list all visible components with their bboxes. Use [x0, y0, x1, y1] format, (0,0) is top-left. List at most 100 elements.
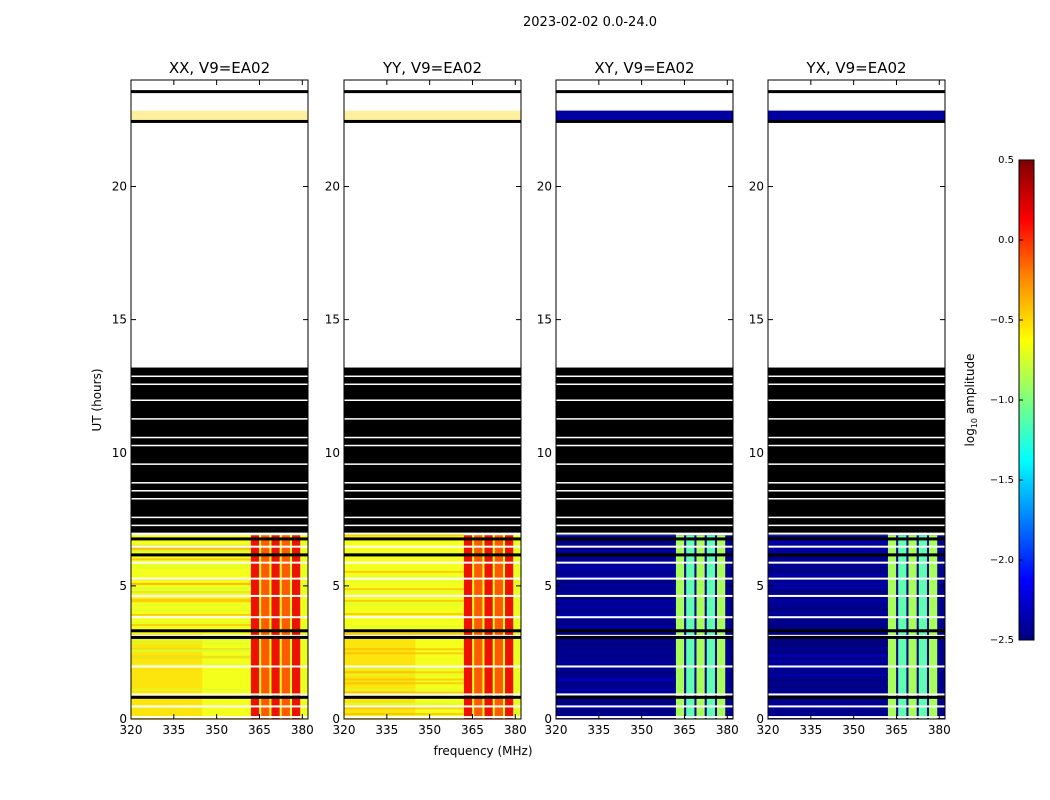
flagged-gap [344, 399, 521, 401]
texture-row [344, 713, 464, 716]
top-data-band [344, 110, 521, 123]
texture-row [344, 707, 464, 710]
texture-row [344, 590, 464, 593]
rfi-stripe [474, 535, 483, 719]
flagged-gap [131, 482, 308, 484]
flagged-gap [768, 375, 945, 378]
flagged-gap [768, 498, 945, 500]
gap-row [556, 634, 733, 637]
rfi-stripe [887, 535, 897, 719]
texture-row [344, 599, 464, 602]
texture-row [131, 558, 251, 561]
texture-row [131, 598, 251, 601]
y-tick-label: 5 [332, 579, 340, 593]
x-tick-label: 335 [587, 723, 610, 737]
y-tick-label: 15 [325, 313, 340, 327]
texture-row [131, 622, 251, 625]
x-tick-label: 320 [545, 723, 568, 737]
x-tick-label: 335 [162, 723, 185, 737]
colorbar-tick-label: −1.0 [990, 395, 1014, 406]
flagged-gap [131, 444, 308, 447]
flagged-row [556, 553, 733, 557]
flagged-gap [344, 444, 521, 447]
gap-row [556, 545, 733, 548]
flagged-gap [131, 490, 308, 492]
flagged-gap [344, 524, 521, 527]
x-tick-label: 350 [842, 723, 865, 737]
rfi-stripe [675, 535, 685, 719]
texture-row [131, 566, 251, 569]
texture-row [556, 578, 676, 581]
gap-row [131, 616, 308, 619]
texture-row [556, 593, 676, 596]
flagged-gap [344, 516, 521, 519]
flagged-gap [344, 418, 521, 420]
texture-row [768, 678, 888, 681]
flagged-row [556, 635, 733, 639]
top-data-band [556, 110, 733, 123]
top-flagged-row [131, 119, 308, 123]
texture-row [131, 550, 251, 553]
gap-row [131, 716, 308, 719]
texture-row [556, 679, 676, 682]
gap-row [768, 716, 945, 719]
flagged-row [131, 553, 308, 557]
gap-row [768, 545, 945, 548]
flagged-gap [131, 463, 308, 465]
texture-row [131, 642, 251, 645]
x-tick-label: 350 [418, 723, 441, 737]
flagged-row [131, 537, 308, 541]
flagged-row [344, 695, 521, 699]
colorbar-tick-label: 0.0 [998, 235, 1014, 246]
colorbar-tick-label: −0.5 [990, 315, 1014, 326]
gap-row [768, 665, 945, 668]
gap-row [344, 693, 521, 696]
rfi-stripe [463, 535, 473, 719]
gap-row [768, 594, 945, 597]
figure-title: 2023-02-02 0.0-24.0 [523, 15, 657, 30]
y-tick-label: 0 [119, 712, 127, 726]
flagged-gap [768, 482, 945, 484]
y-tick-label: 20 [325, 180, 340, 194]
gap-row [131, 705, 308, 708]
texture-row [556, 672, 676, 675]
texture-row [131, 604, 251, 607]
x-tick-label: 365 [248, 723, 271, 737]
texture-row [556, 623, 676, 626]
panel-4: YX, V9=EA02 320 335 350 365 380 0 5 10 15 20 [749, 59, 951, 737]
flagged-row [131, 629, 308, 633]
x-tick-label: 320 [120, 723, 143, 737]
texture-row [768, 600, 888, 603]
texture-row [768, 654, 888, 657]
flagged-block [344, 367, 521, 533]
texture-row [556, 681, 676, 684]
texture-row [556, 663, 676, 666]
flagged-gap [131, 436, 308, 439]
texture-row [768, 660, 888, 663]
texture-row [556, 605, 676, 608]
flagged-gap [768, 444, 945, 447]
gap-row [131, 545, 308, 548]
x-tick-label: 320 [757, 723, 780, 737]
texture-row [344, 570, 464, 573]
y-tick-label: 20 [112, 180, 127, 194]
gap-row [131, 634, 308, 637]
texture-row [344, 613, 464, 616]
y-tick-label: 20 [749, 180, 764, 194]
gap-row [131, 561, 308, 564]
top-flagged-row [344, 119, 521, 123]
flagged-row [768, 695, 945, 699]
gap-row [556, 665, 733, 668]
flagged-row [344, 553, 521, 557]
top-flagged-row [556, 119, 733, 123]
top-flagged-row [131, 90, 308, 94]
top-flagged-row [556, 90, 733, 94]
x-tick-label: 335 [799, 723, 822, 737]
flagged-gap [556, 436, 733, 439]
x-axis-label: frequency (MHz) [433, 744, 532, 758]
x-tick-label: 350 [630, 723, 653, 737]
top-flagged-row [344, 90, 521, 94]
gap-row [131, 693, 308, 696]
texture-row [768, 548, 888, 551]
